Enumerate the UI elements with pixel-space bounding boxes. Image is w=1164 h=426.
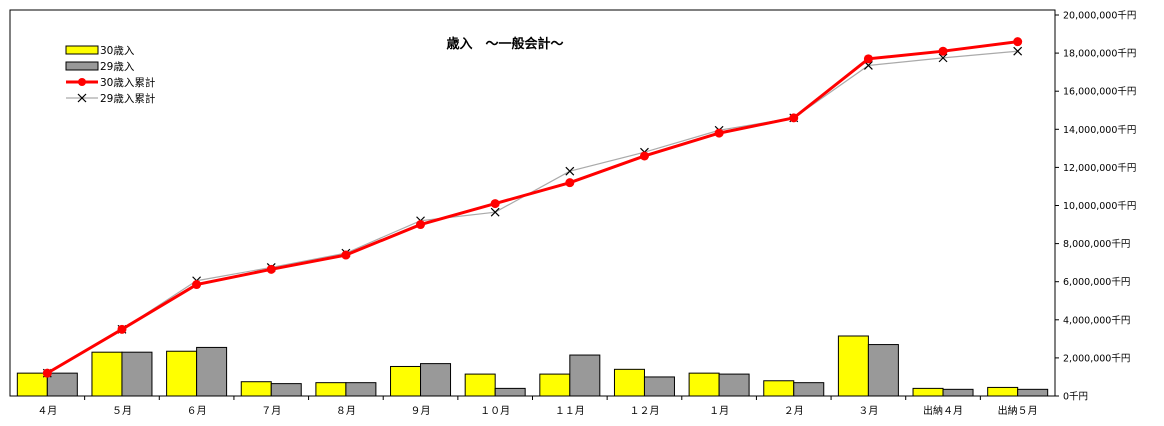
y-tick-label: 8,000,000千円 <box>1063 239 1130 250</box>
bar-29歳入 <box>643 376 675 397</box>
y-tick-label: 6,000,000千円 <box>1063 277 1130 288</box>
y-tick-label: 12,000,000千円 <box>1063 163 1136 174</box>
plot-frame <box>9 9 1056 397</box>
x-axis-ticks: ４月 ５月 ６月 ７月 ８月 ９月 １０月 １１月 １２月 １月 ２月 ３月 出納４月 出納５月 <box>37 396 1038 417</box>
bar-30歳入 <box>464 373 496 397</box>
point-30歳入累計 <box>863 54 873 64</box>
legend-swatch <box>65 61 99 71</box>
bar-29歳入 <box>793 382 825 397</box>
bar-30歳入 <box>912 387 944 397</box>
x-tick-label: ８月 <box>336 405 356 417</box>
point-29歳入累計 <box>1013 46 1023 56</box>
point-30歳入累計 <box>192 280 202 290</box>
bar-30歳入 <box>837 335 869 397</box>
point-29歳入累計 <box>938 53 948 63</box>
x-tick-label: ２月 <box>784 405 804 417</box>
x-tick-label: ６月 <box>187 405 207 417</box>
y-tick-label: 16,000,000千円 <box>1063 87 1136 98</box>
point-30歳入累計 <box>565 178 575 188</box>
legend-label: 30歳入累計 <box>100 76 156 89</box>
legend-item: 30歳入 <box>65 45 135 57</box>
legend-item: 30歳入累計 <box>66 76 156 89</box>
legend-label: 29歳入 <box>100 61 135 73</box>
y-tick-label: 18,000,000千円 <box>1063 49 1136 60</box>
point-30歳入累計 <box>639 151 649 161</box>
legend-item: 29歳入 <box>65 61 135 73</box>
y-tick-label: 20,000,000千円 <box>1063 11 1136 22</box>
legend: 30歳入 29歳入 30歳入累計 29歳入累計 <box>65 45 156 105</box>
bar-29歳入 <box>46 372 78 397</box>
bar-30歳入 <box>539 373 571 397</box>
bar-30歳入 <box>987 386 1019 397</box>
chart-title: 歳入 ～一般会計～ <box>446 36 563 52</box>
bar-29歳入 <box>867 344 899 397</box>
bar-series <box>16 335 1049 397</box>
point-30歳入累計 <box>938 46 948 56</box>
x-tick-label: ５月 <box>112 405 132 417</box>
bar-30歳入 <box>613 368 645 397</box>
bar-29歳入 <box>718 373 750 397</box>
x-tick-label: ９月 <box>411 405 431 417</box>
point-30歳入累計 <box>416 220 426 230</box>
bar-29歳入 <box>121 351 153 397</box>
legend-label: 29歳入累計 <box>100 92 156 105</box>
bar-29歳入 <box>569 354 601 397</box>
x-tick-label: １月 <box>709 405 729 417</box>
bar-30歳入 <box>688 372 720 397</box>
legend-label: 30歳入 <box>100 45 135 57</box>
point-29歳入累計 <box>490 207 500 217</box>
legend-item: 29歳入累計 <box>66 92 156 105</box>
bar-29歳入 <box>270 383 302 397</box>
point-30歳入累計 <box>266 264 276 274</box>
point-30歳入累計 <box>714 128 724 138</box>
y-tick-label: 4,000,000千円 <box>1063 315 1130 326</box>
line-30歳入累計 <box>46 40 1018 375</box>
bar-29歳入 <box>1017 388 1049 397</box>
point-30歳入累計 <box>1013 37 1023 47</box>
y-tick-label: 0千円 <box>1063 392 1088 403</box>
y-axis-ticks: 0千円 2,000,000千円 4,000,000千円 6,000,000千円 8,00… <box>1055 11 1136 403</box>
y-tick-label: 2,000,000千円 <box>1063 353 1130 364</box>
legend-swatch <box>65 45 99 55</box>
point-30歳入累計 <box>42 368 52 378</box>
x-tick-label: ７月 <box>261 405 281 417</box>
bar-30歳入 <box>166 350 198 397</box>
bar-30歳入 <box>390 365 422 397</box>
point-29歳入累計 <box>565 166 575 176</box>
bar-29歳入 <box>494 387 526 397</box>
x-tick-label: ４月 <box>37 405 57 417</box>
x-tick-label: １２月 <box>629 405 659 417</box>
bar-30歳入 <box>763 380 795 397</box>
point-30歳入累計 <box>490 199 500 209</box>
bar-29歳入 <box>196 346 228 397</box>
bar-30歳入 <box>16 372 48 397</box>
bar-30歳入 <box>315 382 347 397</box>
x-tick-label: 出納５月 <box>998 404 1038 417</box>
x-tick-label: ３月 <box>858 405 878 417</box>
line-series <box>42 37 1023 378</box>
bar-29歳入 <box>420 363 452 397</box>
bar-29歳入 <box>942 388 974 397</box>
bar-30歳入 <box>91 351 123 397</box>
bar-29歳入 <box>345 382 377 397</box>
y-tick-label: 14,000,000千円 <box>1063 125 1136 136</box>
x-tick-label: 出納４月 <box>923 404 963 417</box>
point-30歳入累計 <box>117 324 127 334</box>
bar-30歳入 <box>240 381 272 397</box>
x-tick-label: １０月 <box>480 405 510 417</box>
y-tick-label: 10,000,000千円 <box>1063 201 1136 212</box>
x-tick-label: １１月 <box>555 405 585 417</box>
point-30歳入累計 <box>789 113 799 123</box>
point-30歳入累計 <box>341 250 351 260</box>
